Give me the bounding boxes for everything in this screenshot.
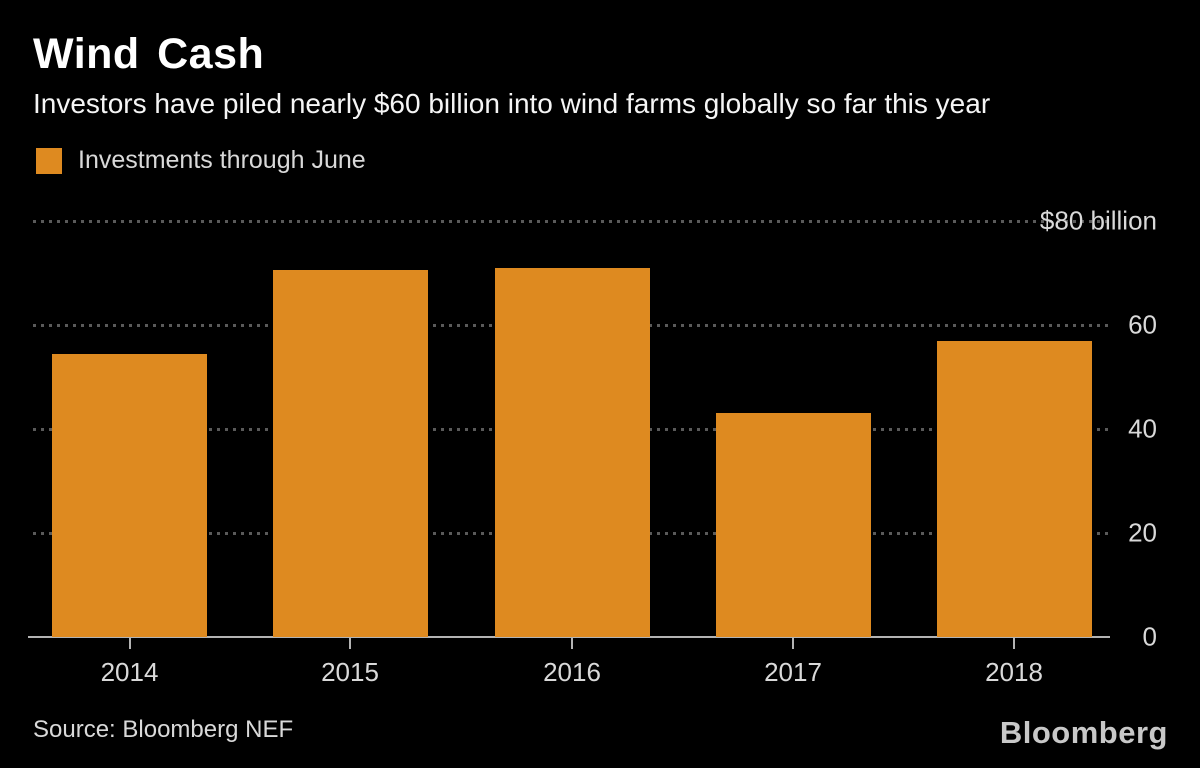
bar-2017 (715, 413, 871, 637)
chart-subtitle: Investors have piled nearly $60 billion … (33, 88, 991, 119)
legend-swatch (36, 147, 62, 174)
chart-title: Wind Cash (33, 30, 265, 78)
y-axis-label-0: 0 (1142, 621, 1157, 652)
y-axis-label-20: 20 (1128, 517, 1157, 548)
y-axis-label-80: $80 billion (1039, 205, 1157, 236)
y-axis-label-40: 40 (1128, 413, 1157, 444)
x-axis-label-2015: 2015 (321, 657, 379, 687)
gridline-80 (33, 220, 1110, 223)
bar-2016 (494, 267, 650, 637)
x-tick-2018 (1013, 638, 1015, 649)
bar-2018 (936, 340, 1092, 637)
x-axis-label-2016: 2016 (543, 657, 601, 687)
legend-label: Investments through June (78, 146, 366, 174)
x-tick-2014 (128, 638, 131, 649)
bar-2015 (272, 270, 428, 637)
x-axis-label-2018: 2018 (985, 657, 1043, 687)
x-axis-line (28, 636, 1110, 638)
source-text: Source: Bloomberg NEF (33, 716, 294, 743)
chart-legend: Investments through June (36, 146, 366, 175)
x-tick-2015 (349, 638, 351, 649)
x-tick-2016 (571, 638, 573, 649)
bar-2014 (52, 353, 207, 637)
x-axis-label-2017: 2017 (764, 657, 822, 687)
x-tick-2017 (792, 638, 794, 649)
y-axis-label-60: 60 (1128, 309, 1157, 340)
x-axis-label-2014: 2014 (100, 657, 159, 687)
bloomberg-logo: Bloomberg (999, 715, 1168, 750)
